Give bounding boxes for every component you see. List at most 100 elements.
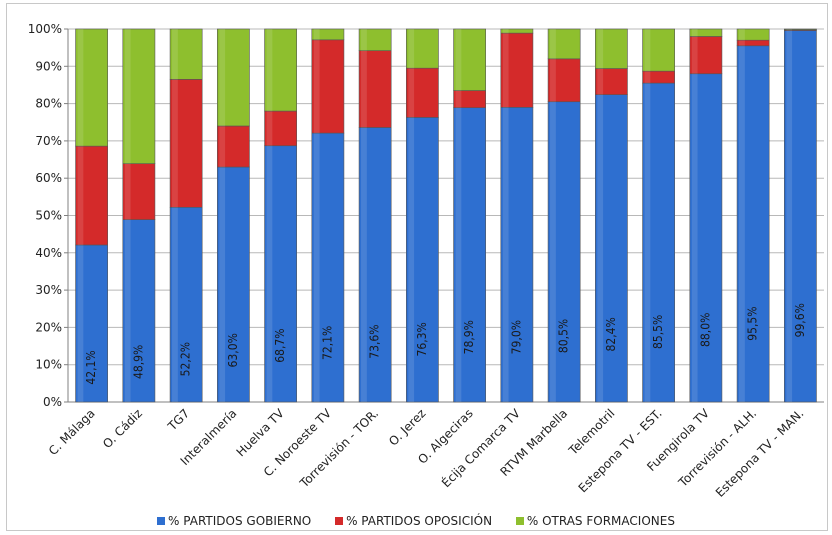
segment-gobierno (500, 107, 534, 403)
segment-gobierno (595, 94, 628, 403)
segment-otras (358, 28, 392, 51)
segment-otras-highlight (597, 29, 604, 69)
y-tick-label: 60% (35, 171, 62, 185)
segment-oposicion (406, 67, 439, 118)
segment-otras-highlight (408, 29, 415, 69)
segment-otras (122, 28, 156, 164)
segment-otras-highlight (550, 29, 556, 59)
legend-swatch-gobierno (157, 517, 166, 525)
legend-item-otras: % OTRAS FORMACIONES (515, 514, 675, 528)
segment-otras-highlight (124, 29, 131, 164)
segment-otras (453, 28, 486, 91)
y-tick-label: 10% (35, 358, 62, 372)
y-tick-label: 100% (28, 22, 62, 36)
legend-swatch-oposicion (335, 517, 344, 525)
segment-otras-highlight (455, 29, 462, 91)
segment-gobierno-highlight (219, 167, 226, 402)
segment-oposicion (169, 79, 203, 208)
category-label: Estepona TV - EST. (576, 406, 665, 495)
legend-label-gobierno: % PARTIDOS GOBIERNO (168, 514, 312, 528)
category-label: C. Málaga (46, 406, 98, 458)
category-label: TG7 (164, 406, 192, 434)
segment-oposicion-highlight (77, 146, 84, 245)
segment-oposicion-highlight (786, 29, 793, 31)
segment-gobierno-highlight (266, 145, 273, 402)
segment-oposicion-highlight (455, 90, 462, 108)
segment-gobierno-highlight (313, 133, 320, 402)
segment-otras-highlight (361, 29, 367, 51)
segment-gobierno-highlight (550, 101, 556, 403)
data-label: 68,7% (273, 328, 287, 362)
segment-otras-highlight (739, 29, 745, 41)
segment-gobierno-highlight (455, 107, 462, 402)
segment-gobierno-highlight (77, 244, 84, 402)
y-tick-label: 80% (35, 97, 62, 111)
segment-oposicion (358, 50, 392, 128)
segment-otras (547, 28, 581, 60)
segment-gobierno-highlight (408, 117, 415, 402)
y-tick-label: 50% (35, 209, 62, 223)
category-label: Torrevisión - ALH. (675, 406, 759, 490)
segment-gobierno-highlight (172, 207, 178, 402)
segment-oposicion-highlight (550, 58, 556, 102)
segment-gobierno-highlight (644, 83, 651, 403)
segment-otras-highlight (219, 29, 226, 126)
segment-oposicion-highlight (124, 163, 131, 220)
segment-otras (264, 28, 297, 112)
segment-gobierno-highlight (361, 127, 367, 403)
segment-otras (784, 28, 817, 31)
segment-otras (217, 28, 250, 127)
y-tick-label: 20% (35, 320, 62, 334)
category-label: Écija Comarca TV (438, 405, 523, 490)
segment-oposicion-highlight (361, 50, 367, 128)
segment-gobierno (311, 132, 345, 403)
segment-gobierno-highlight (502, 107, 509, 402)
segment-oposicion-highlight (597, 68, 604, 95)
segment-gobierno (453, 107, 486, 403)
category-label: Estepona TV - MAN. (713, 406, 807, 500)
y-tick-label: 40% (35, 246, 62, 260)
data-label: 88,0% (698, 313, 712, 347)
segment-otras (642, 28, 675, 72)
segment-oposicion (500, 32, 534, 108)
segment-otras-highlight (77, 29, 84, 147)
data-label: 63,0% (226, 333, 240, 367)
chart-frame (6, 3, 828, 531)
segment-gobierno (264, 145, 297, 403)
segment-oposicion-highlight (739, 40, 745, 46)
segment-gobierno (358, 127, 392, 403)
segment-gobierno-highlight (786, 30, 793, 402)
data-label: 76,3% (415, 322, 429, 356)
data-label: 72,1% (320, 326, 334, 360)
segment-oposicion-highlight (313, 39, 320, 134)
segment-otras-highlight (266, 29, 273, 112)
segment-gobierno-highlight (124, 219, 131, 402)
segment-gobierno (169, 206, 203, 403)
segment-oposicion-highlight (691, 36, 698, 74)
segment-gobierno (122, 219, 156, 403)
legend-label-otras: % OTRAS FORMACIONES (526, 514, 675, 528)
segment-otras-highlight (644, 29, 651, 72)
segment-otras-highlight (786, 29, 793, 30)
segment-otras (406, 28, 439, 69)
data-label: 85,5% (651, 315, 665, 349)
segment-otras-highlight (691, 29, 698, 37)
data-label: 42,1% (84, 350, 98, 384)
segment-gobierno (406, 117, 439, 403)
data-label: 95,5% (746, 306, 760, 340)
segment-otras (500, 28, 534, 34)
segment-oposicion (547, 58, 581, 103)
data-label: 82,4% (604, 317, 618, 351)
segment-otras (595, 28, 628, 69)
segment-gobierno-highlight (691, 73, 698, 402)
segment-oposicion-highlight (644, 71, 651, 84)
segment-otras-highlight (313, 29, 320, 40)
segment-otras-highlight (502, 29, 509, 34)
segment-otras (75, 28, 108, 147)
segment-oposicion (122, 163, 156, 220)
legend-item-gobierno: % PARTIDOS GOBIERNO (157, 514, 311, 528)
segment-otras (736, 28, 770, 41)
segment-oposicion-highlight (219, 125, 226, 168)
segment-gobierno-highlight (597, 94, 604, 402)
y-tick-label: 0% (43, 395, 62, 409)
